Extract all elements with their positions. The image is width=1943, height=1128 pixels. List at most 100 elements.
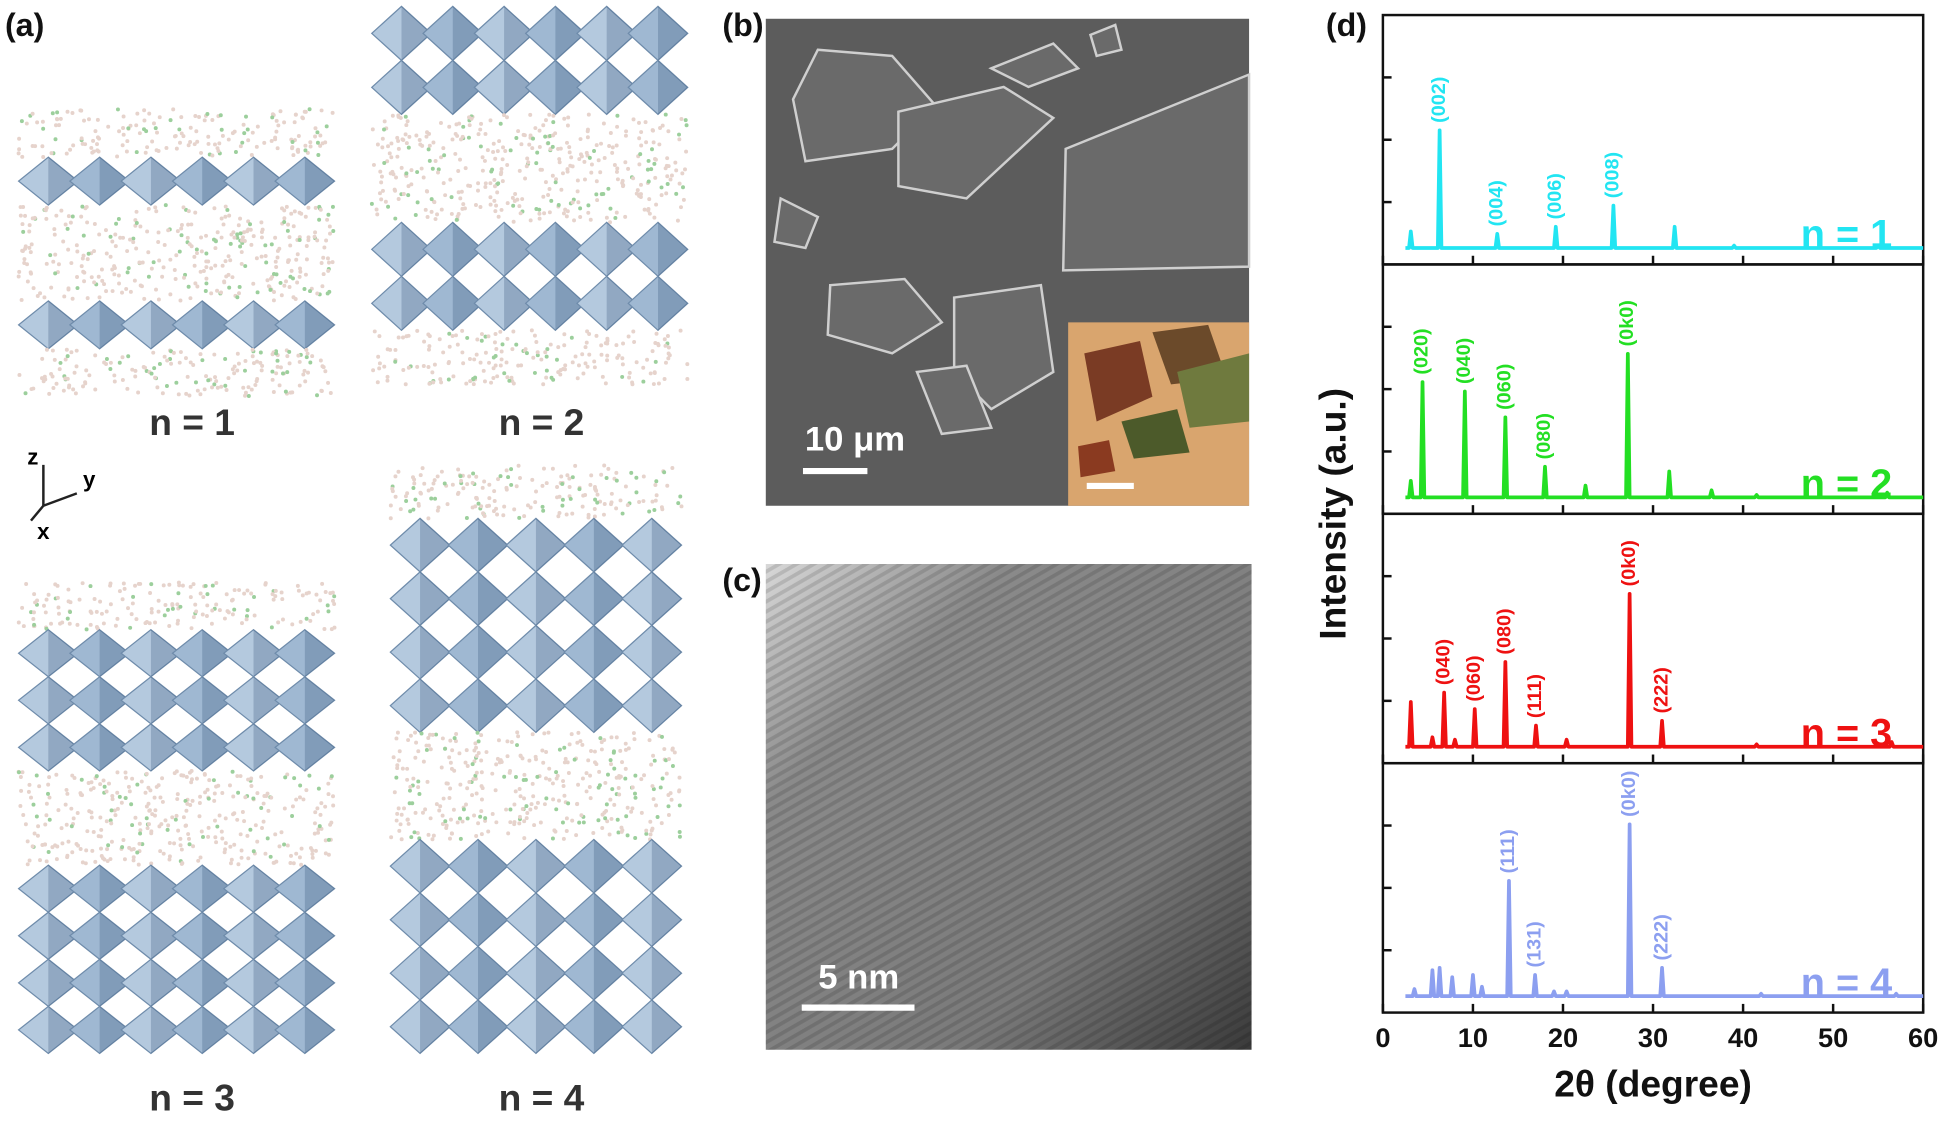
organic-atom — [313, 810, 318, 815]
organic-atom — [393, 347, 398, 352]
organic-atom — [213, 375, 218, 380]
organic-atom — [289, 211, 294, 216]
organic-atom — [453, 151, 458, 156]
organic-atom — [151, 350, 156, 355]
organic-atom — [572, 218, 577, 223]
organic-atom — [214, 784, 219, 789]
octahedron — [563, 678, 625, 734]
organic-atom — [305, 351, 310, 356]
organic-atom — [650, 784, 655, 789]
organic-atom — [318, 143, 323, 148]
organic-atom — [519, 363, 524, 368]
organic-atom — [511, 329, 516, 334]
organic-atom — [412, 830, 417, 835]
organic-atom — [74, 243, 79, 248]
organic-atom — [662, 470, 667, 475]
organic-atom — [599, 343, 604, 348]
organic-atom — [21, 624, 26, 629]
organic-atom — [609, 502, 613, 507]
organic-atom — [491, 141, 496, 146]
organic-atom — [214, 581, 219, 585]
organic-atom — [96, 149, 101, 154]
organic-atom — [426, 147, 431, 152]
organic-atom — [397, 749, 402, 754]
peak-label: (004) — [1485, 180, 1507, 226]
organic-atom — [651, 797, 656, 802]
organic-atom — [516, 463, 521, 468]
organic-atom — [202, 772, 207, 776]
organic-atom — [282, 283, 287, 288]
organic-atom — [625, 503, 630, 508]
organic-atom — [448, 786, 453, 791]
organic-atom — [36, 824, 41, 829]
organic-atom — [122, 586, 127, 591]
organic-atom — [409, 835, 414, 840]
organic-atom — [123, 796, 128, 801]
organic-atom — [603, 780, 608, 785]
organic-atom — [97, 136, 102, 141]
octahedron — [120, 723, 182, 772]
octahedron — [171, 1005, 233, 1055]
organic-atom — [142, 296, 147, 301]
organic-atom — [416, 749, 421, 754]
octahedron-face — [99, 300, 130, 349]
organic-atom — [524, 351, 529, 356]
organic-atom — [166, 228, 171, 233]
organic-atom — [510, 347, 515, 352]
organic-atom — [195, 284, 200, 289]
organic-atom — [431, 481, 436, 486]
organic-atom — [32, 831, 37, 836]
octahedron-face — [48, 723, 79, 771]
organic-atom — [177, 249, 182, 254]
organic-atom — [16, 620, 21, 625]
organic-atom — [178, 604, 183, 609]
organic-atom — [213, 835, 218, 840]
organic-atom — [614, 470, 619, 475]
organic-atom — [289, 268, 294, 273]
organic-atom — [551, 133, 556, 138]
organic-atom — [110, 239, 115, 244]
organic-atom — [416, 779, 421, 784]
organic-atom — [65, 226, 70, 231]
octahedron-face — [504, 6, 534, 61]
organic-atom — [570, 360, 575, 365]
organic-atom — [523, 347, 528, 352]
organic-atom — [517, 814, 522, 819]
organic-atom — [530, 781, 535, 786]
organic-atom — [134, 220, 139, 225]
organic-atom — [137, 821, 142, 826]
organic-atom — [298, 619, 303, 624]
organic-atom — [456, 212, 461, 216]
organic-atom — [82, 270, 87, 275]
organic-atom — [603, 341, 608, 346]
organic-atom — [398, 822, 403, 827]
organic-atom — [511, 203, 516, 208]
organic-atom — [236, 862, 241, 867]
lattice-fringes — [765, 564, 1252, 1050]
organic-atom — [118, 235, 123, 240]
organic-atom — [630, 806, 635, 811]
organic-atom — [458, 836, 463, 841]
organic-atom — [325, 217, 330, 222]
organic-atom — [512, 802, 517, 807]
organic-atom — [308, 360, 313, 365]
organic-atom — [127, 789, 132, 794]
organic-atom — [154, 784, 159, 789]
organic-atom — [673, 160, 678, 165]
organic-atom — [102, 282, 107, 287]
organic-atom — [403, 494, 408, 499]
organic-atom — [562, 332, 567, 337]
labels: (a) (b) (c) (d) n = 1 n = 2 n = 3 n = 4 … — [5, 7, 1367, 1118]
organic-atom — [498, 121, 503, 126]
octahedron-face — [99, 676, 130, 724]
organic-atom — [537, 144, 542, 149]
organic-atom — [474, 352, 479, 357]
organic-atom — [468, 183, 473, 188]
organic-atom — [620, 374, 625, 379]
organic-atom — [255, 839, 260, 844]
organic-atom — [505, 201, 510, 206]
organic-atom — [533, 500, 538, 505]
organic-atom — [436, 167, 441, 172]
organic-atom — [285, 228, 290, 233]
organic-atom — [511, 219, 516, 224]
